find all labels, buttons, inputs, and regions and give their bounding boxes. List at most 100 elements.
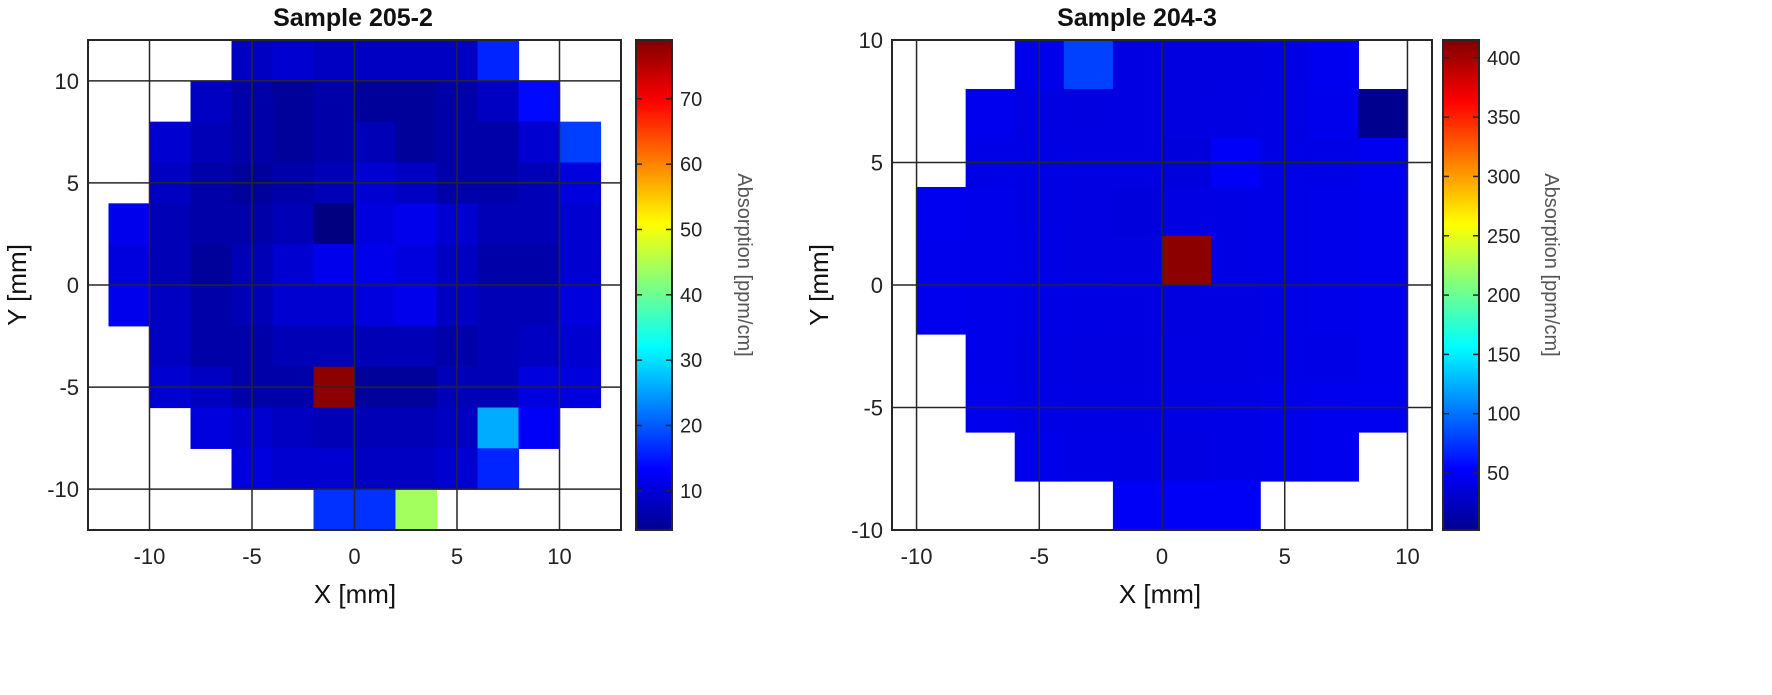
heatmap-cell — [149, 325, 192, 368]
heatmap-cell — [190, 244, 233, 286]
heatmap-cell — [354, 285, 397, 327]
y-tick-label: -10 — [47, 477, 79, 502]
x-tick-label: -5 — [1029, 544, 1049, 569]
heatmap-cell — [477, 244, 520, 286]
colorbar-label: Absorption [ppm/cm] — [1540, 173, 1562, 356]
heatmap-cell — [1162, 481, 1212, 531]
heatmap-cell — [965, 334, 1016, 384]
heatmap-cell — [518, 407, 561, 449]
heatmap-cell — [1309, 187, 1359, 237]
colorbar-tick-label: 40 — [680, 285, 702, 307]
heatmap-cell — [559, 121, 602, 164]
heatmap-cell — [518, 203, 561, 245]
heatmap-cell — [354, 80, 397, 123]
heatmap-cell — [395, 285, 438, 327]
heatmap-cell — [477, 40, 520, 82]
x-tick-label: -10 — [901, 544, 933, 569]
colorbar-tick-label: 100 — [1487, 404, 1520, 426]
heatmap-cell — [313, 407, 356, 449]
y-tick-label: 5 — [67, 171, 79, 196]
heatmap-cell — [354, 325, 397, 368]
heatmap-cell — [1063, 187, 1114, 237]
heatmap-cell — [518, 325, 561, 368]
heatmap-cell — [149, 285, 192, 327]
y-tick-label: -5 — [863, 396, 883, 421]
heatmap-cell — [916, 236, 967, 286]
y-tick-label: 0 — [871, 273, 883, 298]
heatmap-cell — [313, 489, 356, 531]
heatmap-cell — [1211, 334, 1261, 384]
heatmap-cell — [272, 80, 315, 123]
heatmap-cell — [354, 448, 397, 490]
heatmap-cell — [272, 285, 315, 327]
heatmap-cell — [1063, 432, 1114, 482]
heatmap-cell — [190, 285, 233, 327]
y-tick-label: -10 — [851, 518, 883, 543]
colorbar-label: Absorption [ppm/cm] — [733, 173, 755, 356]
heatmap-cell — [1063, 285, 1114, 335]
x-tick-label: 10 — [547, 544, 571, 569]
heatmap-cell — [395, 489, 438, 531]
heatmap-cell — [395, 325, 438, 368]
heatmap-cell — [965, 89, 1016, 139]
heatmap-cell — [477, 325, 520, 368]
heatmap-cell — [916, 187, 967, 237]
colorbar-tick-labels: 10 20 30 40 50 60 70 — [636, 89, 702, 503]
heatmap-cell — [108, 244, 151, 286]
heatmap-cell — [477, 407, 520, 449]
heatmap-cell — [1211, 432, 1261, 482]
heatmap-cell — [190, 80, 233, 123]
heatmap-cell — [313, 325, 356, 368]
heatmap-cell — [916, 285, 967, 335]
grid-lines — [88, 40, 621, 530]
heatmap-cell — [313, 40, 356, 82]
colorbar-tick-label: 250 — [1487, 226, 1520, 248]
heatmap-cell — [1162, 187, 1212, 237]
heatmap-cell — [1358, 285, 1409, 335]
heatmap-cells — [916, 40, 1409, 531]
heatmap-cell — [1112, 432, 1163, 482]
heatmap-cell — [272, 244, 315, 286]
heatmap-cell — [559, 244, 602, 286]
heatmap-cell — [272, 407, 315, 449]
heatmap-cell — [1309, 236, 1359, 286]
heatmap-cell — [1309, 40, 1359, 90]
y-tick-label: -5 — [59, 375, 79, 400]
heatmap-cell — [395, 80, 438, 123]
heatmap-cell — [518, 80, 561, 123]
x-tick-label: 5 — [451, 544, 463, 569]
x-axis-label: X [mm] — [1119, 579, 1201, 609]
heatmap-cell — [354, 40, 397, 82]
heatmap-cell — [395, 448, 438, 490]
heatmap-cell — [354, 407, 397, 449]
heatmap-cell — [1358, 236, 1409, 286]
heatmap-cell — [1211, 187, 1261, 237]
heatmap-cell — [272, 448, 315, 490]
heatmap-cell — [559, 285, 602, 327]
heatmap-cell — [559, 203, 602, 245]
heatmap-cell — [272, 121, 315, 164]
heatmap-cell — [395, 244, 438, 286]
heatmap-cell — [190, 203, 233, 245]
y-tick-label: 10 — [55, 69, 79, 94]
heatmap-cell — [395, 407, 438, 449]
heatmap-cell — [313, 80, 356, 123]
heatmap-cell — [313, 244, 356, 286]
heatmap-cell — [1162, 285, 1212, 335]
x-axis-label: X [mm] — [314, 579, 396, 609]
y-axis-label: Y [mm] — [2, 244, 32, 326]
colorbar-tick-label: 30 — [680, 350, 702, 372]
heatmap-cell — [477, 285, 520, 327]
colorbar-tick-label: 10 — [680, 481, 702, 503]
heatmap-cell — [354, 244, 397, 286]
x-tick-labels: -10 -5 0 5 10 — [134, 544, 572, 569]
heatmap-cell — [477, 121, 520, 164]
y-tick-label: 10 — [859, 28, 883, 53]
heatmap-cell — [965, 285, 1016, 335]
heatmap-cell — [1112, 481, 1163, 531]
heatmap-cell — [1112, 285, 1163, 335]
heatmap-cell — [559, 325, 602, 368]
heatmap-cell — [395, 121, 438, 164]
